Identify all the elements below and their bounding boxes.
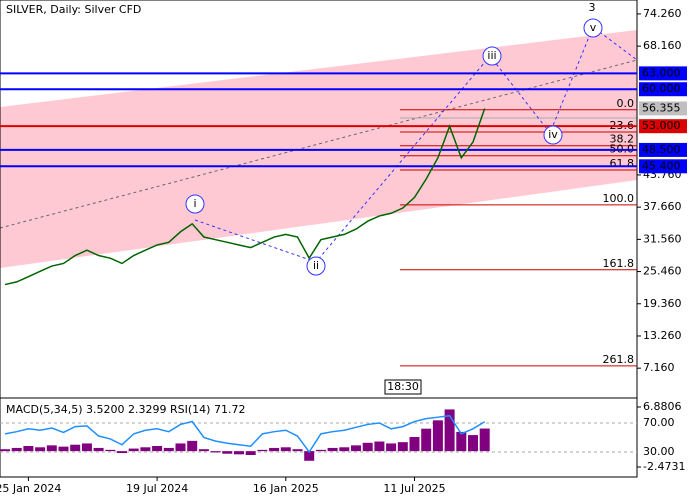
time-marker: 18:30 (384, 379, 422, 395)
macd-bar (81, 443, 92, 452)
macd-bar (468, 435, 478, 452)
macd-bar (245, 451, 256, 455)
wave-circle (543, 125, 563, 145)
macd-bar (105, 449, 116, 452)
y-tick-label: 31.560 (643, 232, 682, 245)
wave-label: i (193, 197, 196, 210)
frame (0, 0, 638, 478)
macd-bar (11, 447, 22, 452)
y2-tick-label: 30.00 (643, 445, 675, 458)
time-box (384, 379, 422, 395)
macd-bar (257, 449, 268, 452)
fib-label: 0.0 (617, 97, 635, 110)
level-label: 53.000 (642, 119, 681, 132)
macd-bar (117, 451, 127, 454)
trend-line (0, 59, 638, 229)
level-box (639, 66, 687, 81)
y-tick-label: 13.260 (643, 329, 682, 342)
level-box (639, 119, 687, 134)
x-tick-label: 19 Jul 2024 (126, 482, 188, 495)
fib-label: 61.8 (610, 157, 635, 170)
macd-bar (444, 409, 455, 452)
y-tick-label: 19.360 (643, 297, 682, 310)
macd-bar (46, 445, 57, 452)
macd-bar (175, 443, 186, 452)
macd-bar (280, 447, 291, 452)
level-label: 60.000 (642, 82, 681, 95)
macd-bar (269, 447, 280, 452)
macd-bar (93, 447, 104, 452)
rsi-line (4, 414, 486, 454)
level-box (639, 82, 687, 97)
macd-bar (163, 447, 174, 452)
macd-bar (304, 451, 315, 461)
macd-bar (315, 449, 326, 452)
macd-bar (140, 447, 151, 452)
x-tick-label: 11 Jul 2025 (383, 482, 445, 495)
macd-bar (23, 446, 34, 452)
last-price-label: 56.355 (642, 101, 681, 114)
y-tick-label: 7.160 (643, 361, 675, 374)
macd-bar (152, 446, 163, 452)
macd-bar (339, 447, 350, 452)
wave-circle (482, 46, 502, 66)
fib-label: 38.2 (610, 133, 635, 146)
x-tick-label: 25 Jan 2024 (0, 482, 61, 495)
y-tick-label: 68.160 (643, 39, 682, 52)
y-tick-label: -2.4731 (643, 460, 685, 473)
macd-bar (362, 442, 373, 452)
level-label: 45.400 (642, 159, 681, 172)
wave-label: iii (487, 49, 496, 62)
macd-bar (409, 437, 420, 452)
macd-bar (397, 442, 408, 452)
macd-bar (187, 440, 198, 452)
wave-circle (583, 18, 603, 38)
level-label: 48.500 (642, 143, 681, 156)
y-tick-label: 25.460 (643, 265, 682, 278)
y-tick-label: 74.260 (643, 7, 682, 20)
fib-label: 261.8 (603, 353, 635, 366)
macd-bar (327, 447, 338, 452)
level-box (639, 159, 687, 174)
macd-bar (198, 449, 209, 452)
macd-bar (421, 428, 432, 452)
wave-circle (306, 256, 326, 276)
macd-bar (351, 445, 361, 452)
chart-title: SILVER, Daily: Silver CFD (6, 3, 141, 16)
macd-bar (210, 451, 221, 453)
wave-label: v (590, 21, 597, 34)
level-box (639, 142, 687, 157)
level-label: 63.000 (642, 66, 681, 79)
macd-bar (222, 451, 233, 454)
macd-bar (432, 420, 443, 452)
x-tick-label: 16 Jan 2025 (253, 482, 319, 495)
macd-bar (479, 428, 490, 452)
y2-tick-label: 70.00 (643, 416, 675, 429)
macd-bar (70, 444, 81, 452)
macd-bar (0, 449, 10, 452)
macd-bar (58, 446, 69, 452)
macd-bar (292, 449, 303, 452)
macd-bar (128, 448, 139, 452)
macd-bar (386, 443, 397, 452)
macd-bar (374, 441, 385, 452)
last-price-box (639, 101, 687, 116)
macd-bar (456, 431, 467, 452)
fib-label: 100.0 (603, 192, 635, 205)
macd-bar (35, 447, 46, 452)
time-label: 18:30 (387, 380, 419, 393)
indicator-title: MACD(5,34,5) 3.5200 2.3299 RSI(14) 71.72 (6, 403, 245, 416)
y-tick-label: 37.660 (643, 200, 682, 213)
wave-circle (185, 194, 205, 214)
wave-label: 3 (589, 1, 596, 14)
wave-label: iv (548, 128, 558, 141)
y-tick-label: 6.8806 (643, 400, 682, 413)
macd-bar (234, 451, 244, 455)
wave-label: ii (313, 259, 319, 272)
fib-label: 161.8 (603, 257, 635, 270)
price-line (4, 108, 486, 286)
